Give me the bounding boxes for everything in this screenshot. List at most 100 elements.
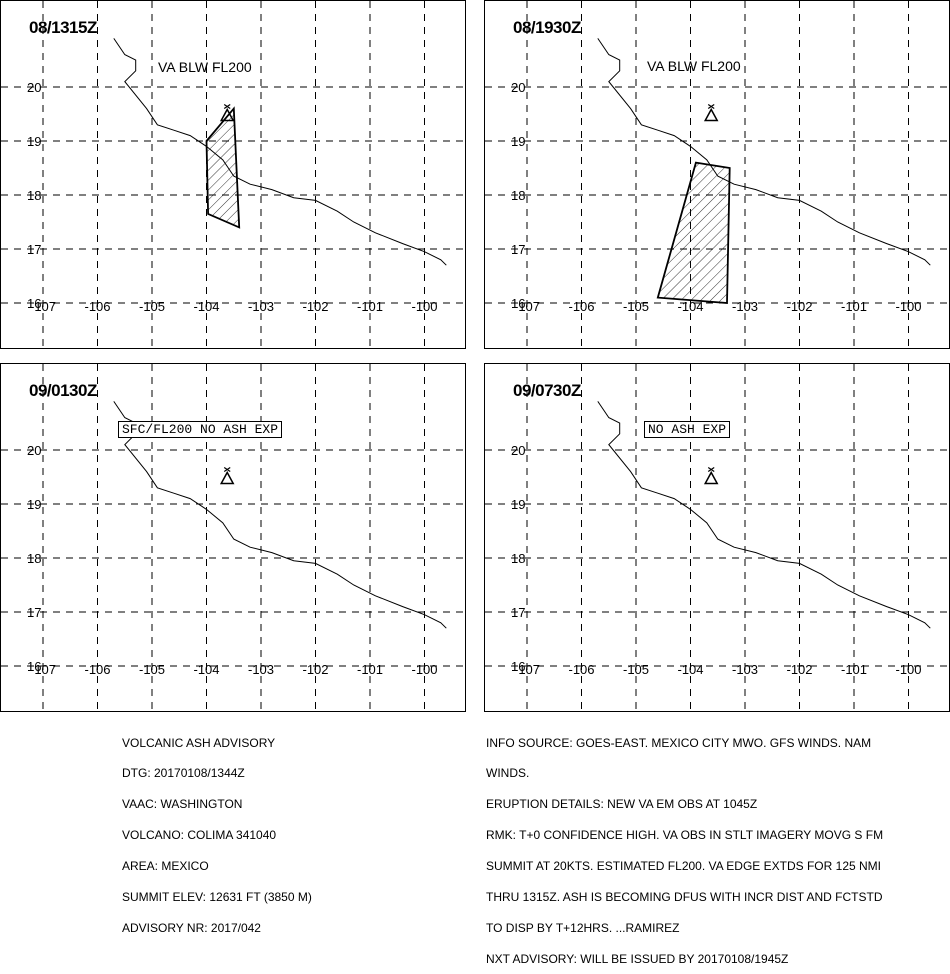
volcano-triangle: [219, 107, 235, 122]
advisory-line: SUMMIT ELEV: 12631 FT (3850 M): [122, 890, 312, 905]
forecast-time-label: 08/1930Z: [513, 18, 581, 37]
advisory-line: SUMMIT AT 20KTS. ESTIMATED FL200. VA EDG…: [486, 859, 881, 874]
lat-tick-label: 19: [27, 134, 41, 149]
lon-tick-label: -104: [193, 299, 219, 314]
map-panel-2: 20 19 18 17 16 -107 -106 -105 -104 -103 -102 -101 -1…: [484, 0, 950, 349]
lon-tick-label: -107: [514, 662, 540, 677]
lat-tick-label: 20: [27, 80, 41, 95]
lon-tick-label: -100: [895, 299, 921, 314]
lat-tick-label: 16: [511, 296, 525, 311]
lat-tick-label: 19: [27, 497, 41, 512]
volcano-icon: [703, 466, 719, 485]
volcano-icon: [219, 466, 235, 485]
lon-tick-label: -102: [786, 299, 812, 314]
lon-tick-label: -106: [568, 662, 594, 677]
lon-tick-label: -103: [248, 299, 274, 314]
advisory-line: WINDS.: [486, 766, 530, 781]
lon-tick-label: -103: [248, 662, 274, 677]
lon-tick-label: -106: [84, 662, 110, 677]
lat-tick-label: 18: [27, 188, 41, 203]
lon-tick-label: -100: [895, 662, 921, 677]
lon-tick-label: -101: [841, 299, 867, 314]
volcano-icon: [219, 103, 235, 122]
lon-tick-label: -101: [357, 662, 383, 677]
coastline: [113, 401, 447, 629]
ash-cloud-polygon: [656, 161, 731, 304]
volcano-triangle: [703, 107, 719, 122]
lat-tick-label: 20: [27, 443, 41, 458]
lat-tick-label: 16: [511, 659, 525, 674]
lon-tick-label: -106: [568, 299, 594, 314]
lat-tick-label: 19: [511, 497, 525, 512]
lon-tick-label: -104: [193, 662, 219, 677]
advisory-line: RMK: T+0 CONFIDENCE HIGH. VA OBS IN STLT…: [486, 828, 884, 843]
advisory-line: NXT ADVISORY: WILL BE ISSUED BY 20170108…: [486, 951, 789, 966]
volcano-triangle: [703, 470, 719, 485]
lat-tick-label: 17: [27, 242, 41, 257]
lon-tick-label: -107: [30, 299, 56, 314]
no-ash-label-box: SFC/FL200 NO ASH EXP: [118, 421, 283, 438]
lat-tick-label: 18: [511, 188, 525, 203]
lon-tick-label: -106: [84, 299, 110, 314]
map-panel-4: 20 19 18 17 16 -107 -106 -105 -104 -103 -102 -101 -1…: [484, 363, 950, 712]
lon-tick-label: -101: [357, 299, 383, 314]
lat-tick-label: 19: [511, 134, 525, 149]
forecast-time-label: 09/0130Z: [29, 381, 97, 400]
advisory-line: ERUPTION DETAILS: NEW VA EM OBS AT 1045Z: [486, 797, 758, 812]
lat-tick-label: 17: [27, 605, 41, 620]
advisory-header-text: VOLCANIC ASH ADVISORY DTG: 20170108/1344…: [122, 717, 312, 944]
forecast-time-label: 08/1315Z: [29, 18, 97, 37]
coastline: [597, 401, 931, 629]
lon-tick-label: -107: [514, 299, 540, 314]
advisory-line: VOLCANIC ASH ADVISORY: [122, 735, 276, 750]
lon-tick-label: -104: [677, 299, 703, 314]
volcano-triangle: [219, 470, 235, 485]
advisory-line: VAAC: WASHINGTON: [122, 797, 243, 812]
map-canvas: 20 19 18 17 16-107 -106 -105 -104 -103 -102 -101 -1…: [485, 364, 949, 711]
advisory-line: INFO SOURCE: GOES-EAST. MEXICO CITY MWO.…: [486, 735, 872, 750]
lon-tick-label: -102: [786, 662, 812, 677]
advisory-remarks-text: INFO SOURCE: GOES-EAST. MEXICO CITY MWO.…: [486, 717, 883, 974]
lat-tick-label: 20: [511, 443, 525, 458]
advisory-line: DTG: 20170108/1344Z: [122, 766, 245, 781]
lon-tick-label: -102: [302, 662, 328, 677]
lon-tick-label: -104: [677, 662, 703, 677]
volcano-plume: [223, 103, 231, 109]
map-canvas: 20 19 18 17 16-107 -106 -105 -104 -103 -102 -101 -1…: [485, 1, 949, 348]
advisory-line: AREA: MEXICO: [122, 859, 209, 874]
lon-tick-label: -105: [139, 662, 165, 677]
lat-tick-label: 20: [511, 80, 525, 95]
lon-tick-label: -105: [139, 299, 165, 314]
advisory-line: ADVISORY NR: 2017/042: [122, 920, 261, 935]
advisory-line: THRU 1315Z. ASH IS BECOMING DFUS WITH IN…: [486, 890, 883, 905]
map-canvas: 20 19 18 17 16-107 -106 -105 -104 -103 -102 -101 -1…: [1, 1, 465, 348]
lon-tick-label: -101: [841, 662, 867, 677]
volcano-plume: [707, 466, 715, 472]
map-canvas: 20 19 18 17 16-107 -106 -105 -104 -103 -102 -101 -1…: [1, 364, 465, 711]
lat-tick-label: 18: [511, 551, 525, 566]
map-panel-3: 20 19 18 17 16 -107 -106 -105 -104 -103 -102 -101 -1…: [0, 363, 466, 712]
lon-tick-label: -107: [30, 662, 56, 677]
lon-tick-label: -102: [302, 299, 328, 314]
lat-tick-label: 17: [511, 242, 525, 257]
lat-tick-label: 16: [27, 296, 41, 311]
ash-level-label: VA BLW FL200: [647, 58, 741, 74]
lon-tick-label: -105: [623, 299, 649, 314]
forecast-time-label: 09/0730Z: [513, 381, 581, 400]
advisory-line: TO DISP BY T+12HRS. ...RAMIREZ: [486, 920, 680, 935]
lat-tick-label: 17: [511, 605, 525, 620]
volcano-plume: [223, 466, 231, 472]
volcano-icon: [703, 103, 719, 122]
lon-tick-label: -103: [732, 662, 758, 677]
no-ash-label-box: NO ASH EXP: [644, 421, 731, 438]
lon-tick-label: -100: [411, 662, 437, 677]
lon-tick-label: -100: [411, 299, 437, 314]
lon-tick-label: -105: [623, 662, 649, 677]
lon-tick-label: -103: [732, 299, 758, 314]
advisory-line: VOLCANO: COLIMA 341040: [122, 828, 277, 843]
map-panel-1: 20 19 18 17 16 -107 -106 -105 -104 -103 -102 -101 -1…: [0, 0, 466, 349]
lat-tick-label: 18: [27, 551, 41, 566]
ash-level-label: VA BLW FL200: [158, 59, 252, 75]
volcano-plume: [707, 103, 715, 109]
ash-cloud-polygon: [205, 106, 241, 229]
